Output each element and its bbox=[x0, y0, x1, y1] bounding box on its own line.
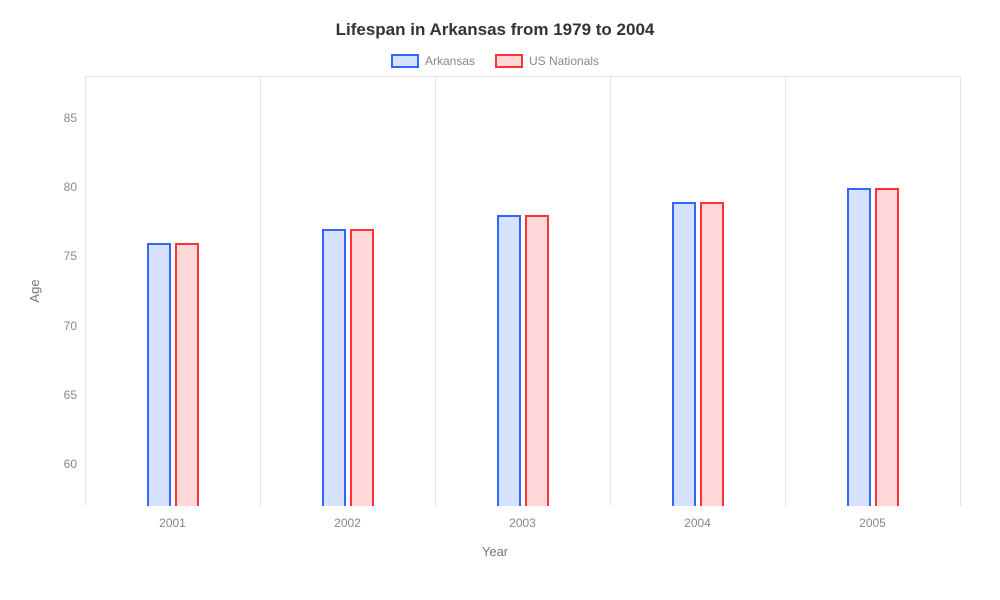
bar bbox=[322, 229, 346, 506]
y-axis: 60 65 70 75 80 85 bbox=[37, 76, 77, 506]
bar bbox=[525, 215, 549, 506]
legend-item: Arkansas bbox=[391, 54, 475, 68]
x-tick: 2005 bbox=[859, 516, 886, 530]
legend-label: Arkansas bbox=[425, 54, 475, 68]
legend-swatch bbox=[495, 54, 523, 68]
x-tick: 2002 bbox=[334, 516, 361, 530]
bar bbox=[847, 188, 871, 506]
bar-group bbox=[497, 77, 549, 506]
category: 2001 bbox=[85, 77, 260, 506]
y-tick: 80 bbox=[37, 180, 77, 194]
bar bbox=[875, 188, 899, 506]
x-tick: 2003 bbox=[509, 516, 536, 530]
y-tick: 65 bbox=[37, 388, 77, 402]
bar bbox=[147, 243, 171, 506]
category: 2002 bbox=[260, 77, 435, 506]
x-axis-label: Year bbox=[20, 544, 970, 559]
y-tick: 60 bbox=[37, 457, 77, 471]
category: 2005 bbox=[785, 77, 960, 506]
chart-container: Lifespan in Arkansas from 1979 to 2004 A… bbox=[0, 0, 1000, 600]
legend-label: US Nationals bbox=[529, 54, 599, 68]
x-tick: 2001 bbox=[159, 516, 186, 530]
bar-group bbox=[147, 77, 199, 506]
bar-group bbox=[847, 77, 899, 506]
bar-group bbox=[672, 77, 724, 506]
legend-swatch bbox=[391, 54, 419, 68]
y-tick: 70 bbox=[37, 319, 77, 333]
y-tick: 75 bbox=[37, 249, 77, 263]
bar bbox=[350, 229, 374, 506]
plot-wrapper: Age 606570758085 20012002200320042005 bbox=[85, 76, 960, 506]
gridline bbox=[960, 77, 961, 506]
x-tick: 2004 bbox=[684, 516, 711, 530]
legend: Arkansas US Nationals bbox=[20, 54, 970, 68]
bar-group bbox=[322, 77, 374, 506]
bar bbox=[497, 215, 521, 506]
category: 2004 bbox=[610, 77, 785, 506]
category: 2003 bbox=[435, 77, 610, 506]
bar bbox=[700, 202, 724, 506]
chart-title: Lifespan in Arkansas from 1979 to 2004 bbox=[20, 20, 970, 40]
plot-area: 20012002200320042005 bbox=[85, 76, 960, 506]
bar bbox=[175, 243, 199, 506]
legend-item: US Nationals bbox=[495, 54, 599, 68]
y-tick: 85 bbox=[37, 111, 77, 125]
bar bbox=[672, 202, 696, 506]
